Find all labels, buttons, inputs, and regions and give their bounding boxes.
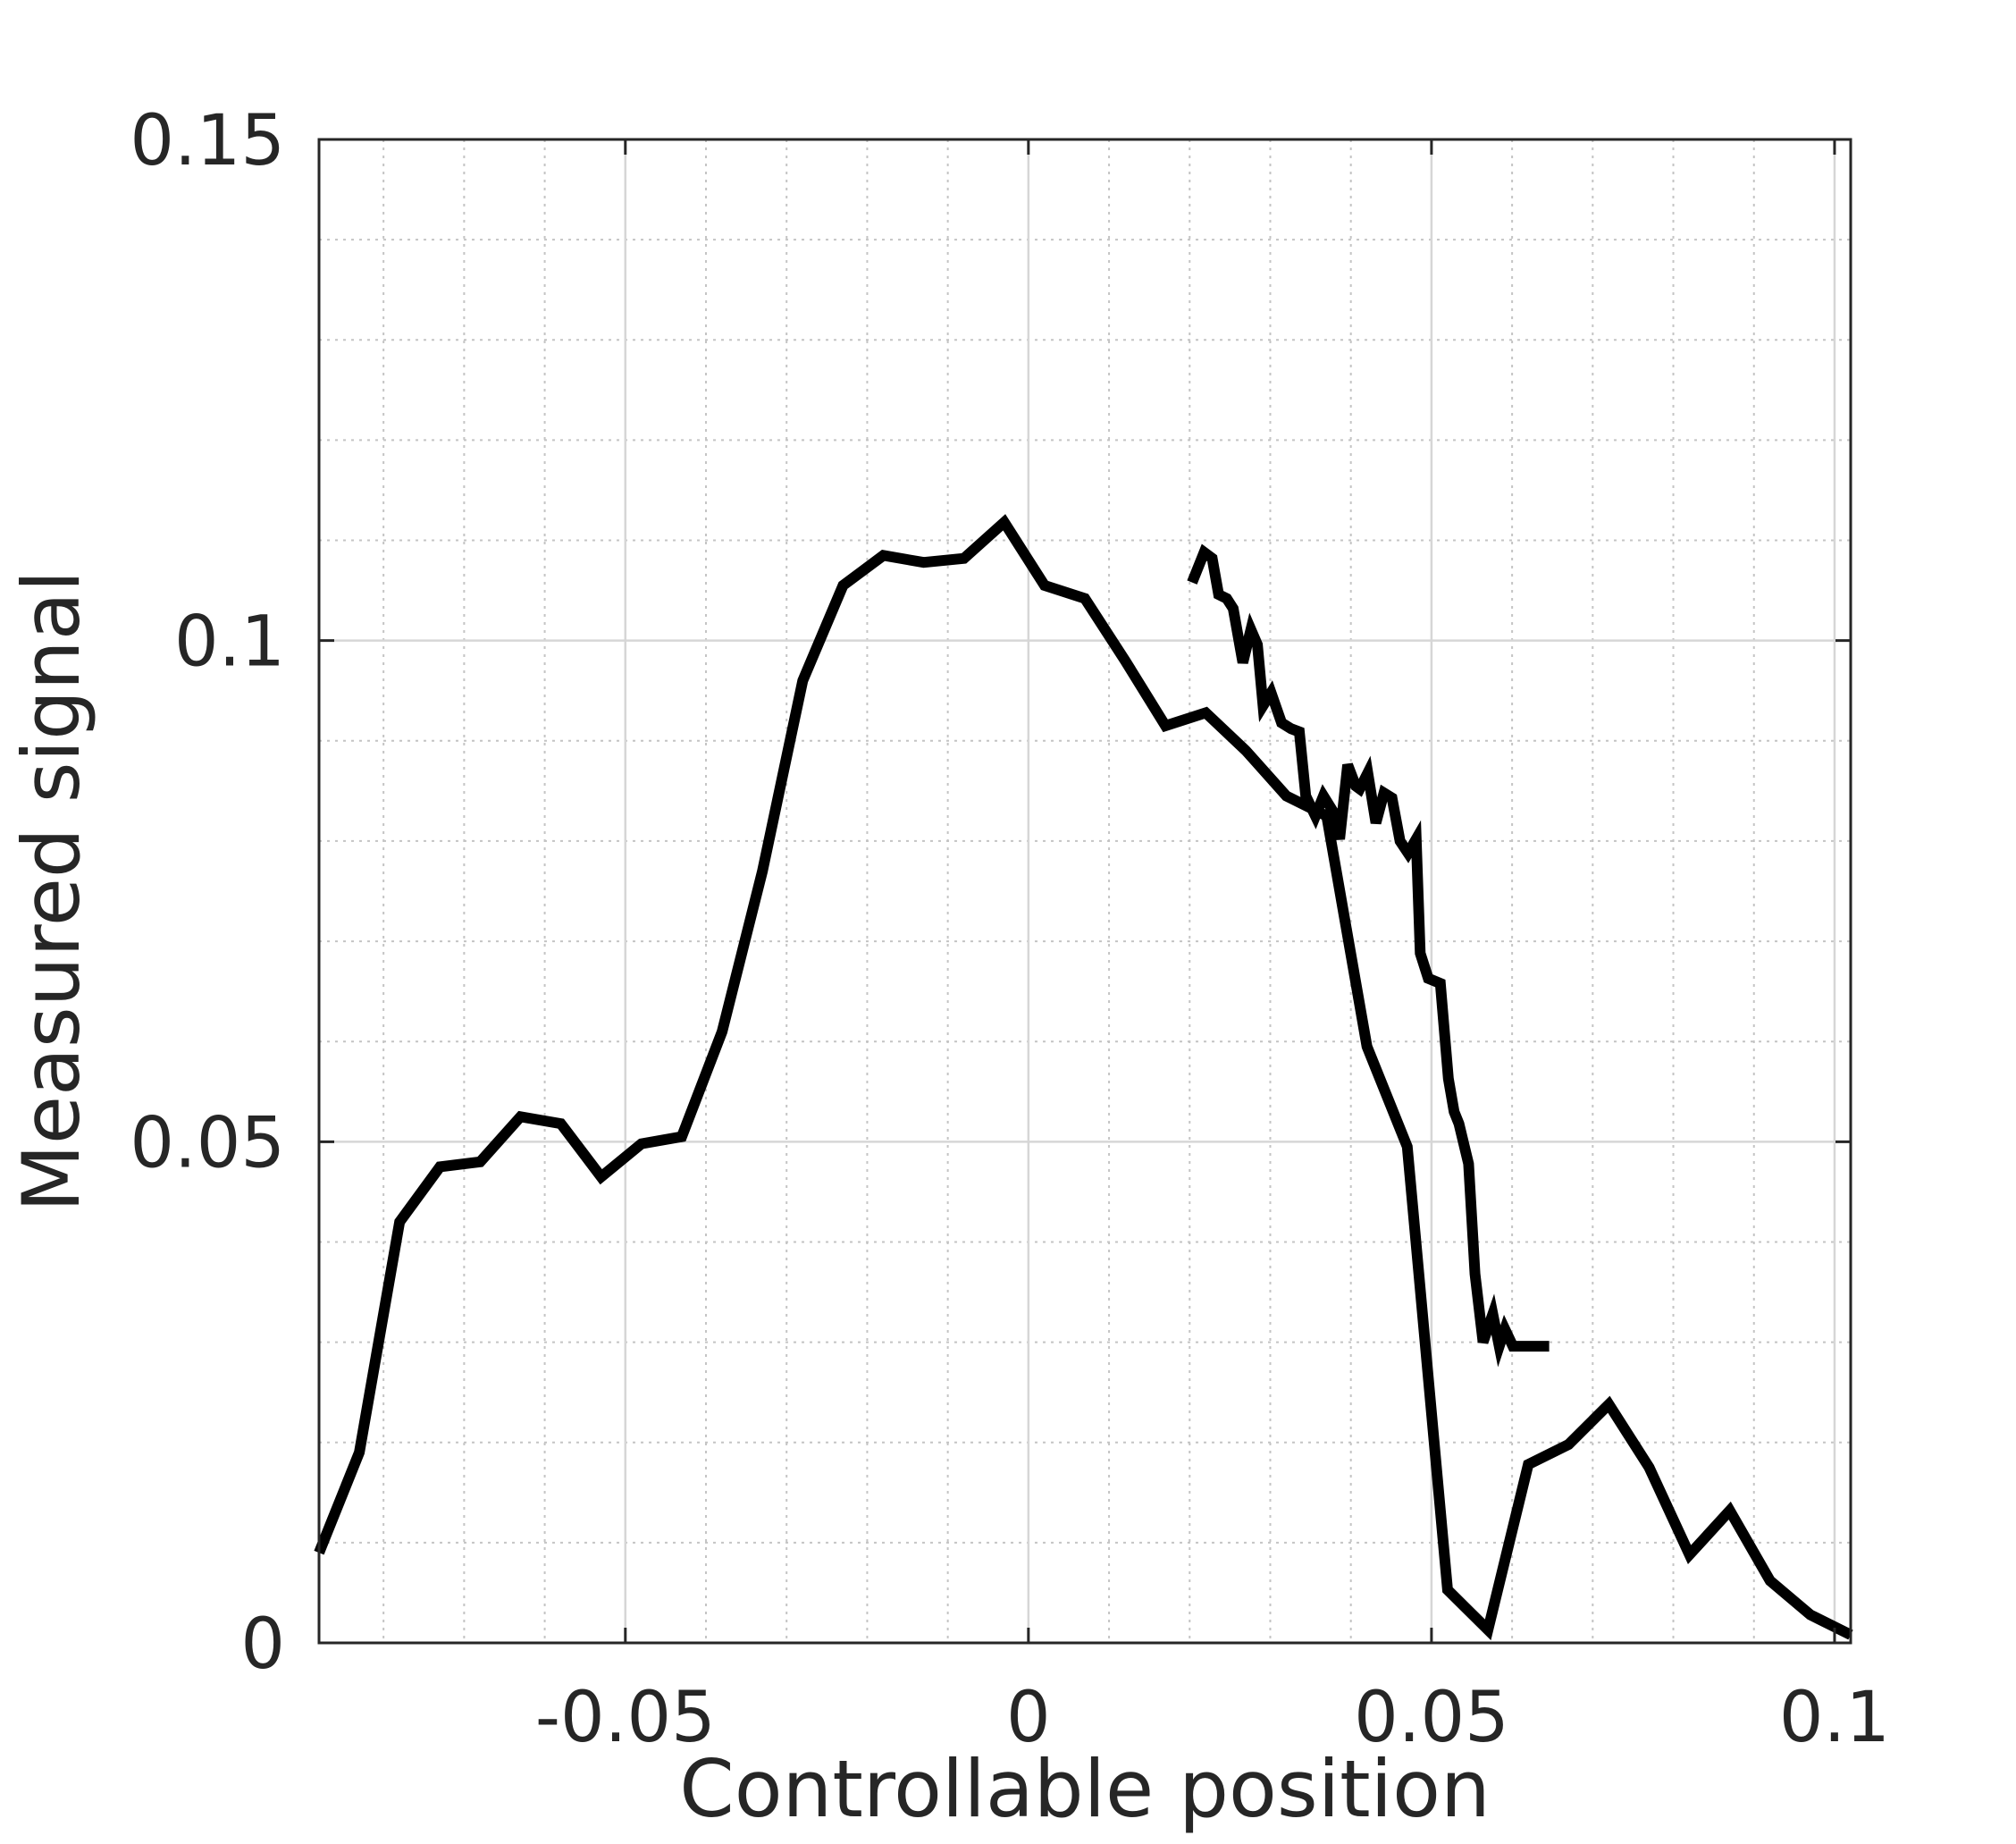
- minor-grid-horizontal: [319, 239, 1851, 1544]
- axis-ticks: [319, 138, 1851, 1645]
- y-axis-label: Measured signal: [5, 570, 97, 1212]
- series-group: [314, 514, 1853, 1641]
- y-tick-label: 0.15: [130, 101, 285, 181]
- x-axis-label: Controllable position: [679, 1743, 1490, 1835]
- series-line-2: [1187, 543, 1550, 1368]
- y-tick-labels: 0 0.05 0.1 0.15: [130, 101, 285, 1685]
- y-tick-label: 0.1: [174, 602, 285, 683]
- y-tick-label: 0.05: [130, 1103, 285, 1183]
- x-tick-label: 0.05: [1354, 1678, 1509, 1758]
- series-line-1: [314, 514, 1853, 1641]
- plot-area-frame: [317, 138, 1852, 1645]
- x-tick-labels: -0.05 0 0.05 0.1: [535, 1678, 1890, 1758]
- y-tick-label: 0: [240, 1604, 285, 1685]
- x-tick-label: 0: [1006, 1678, 1051, 1758]
- x-tick-label: -0.05: [535, 1678, 716, 1758]
- minor-grid-vertical: [382, 139, 1755, 1643]
- x-tick-label: 0.1: [1779, 1678, 1890, 1758]
